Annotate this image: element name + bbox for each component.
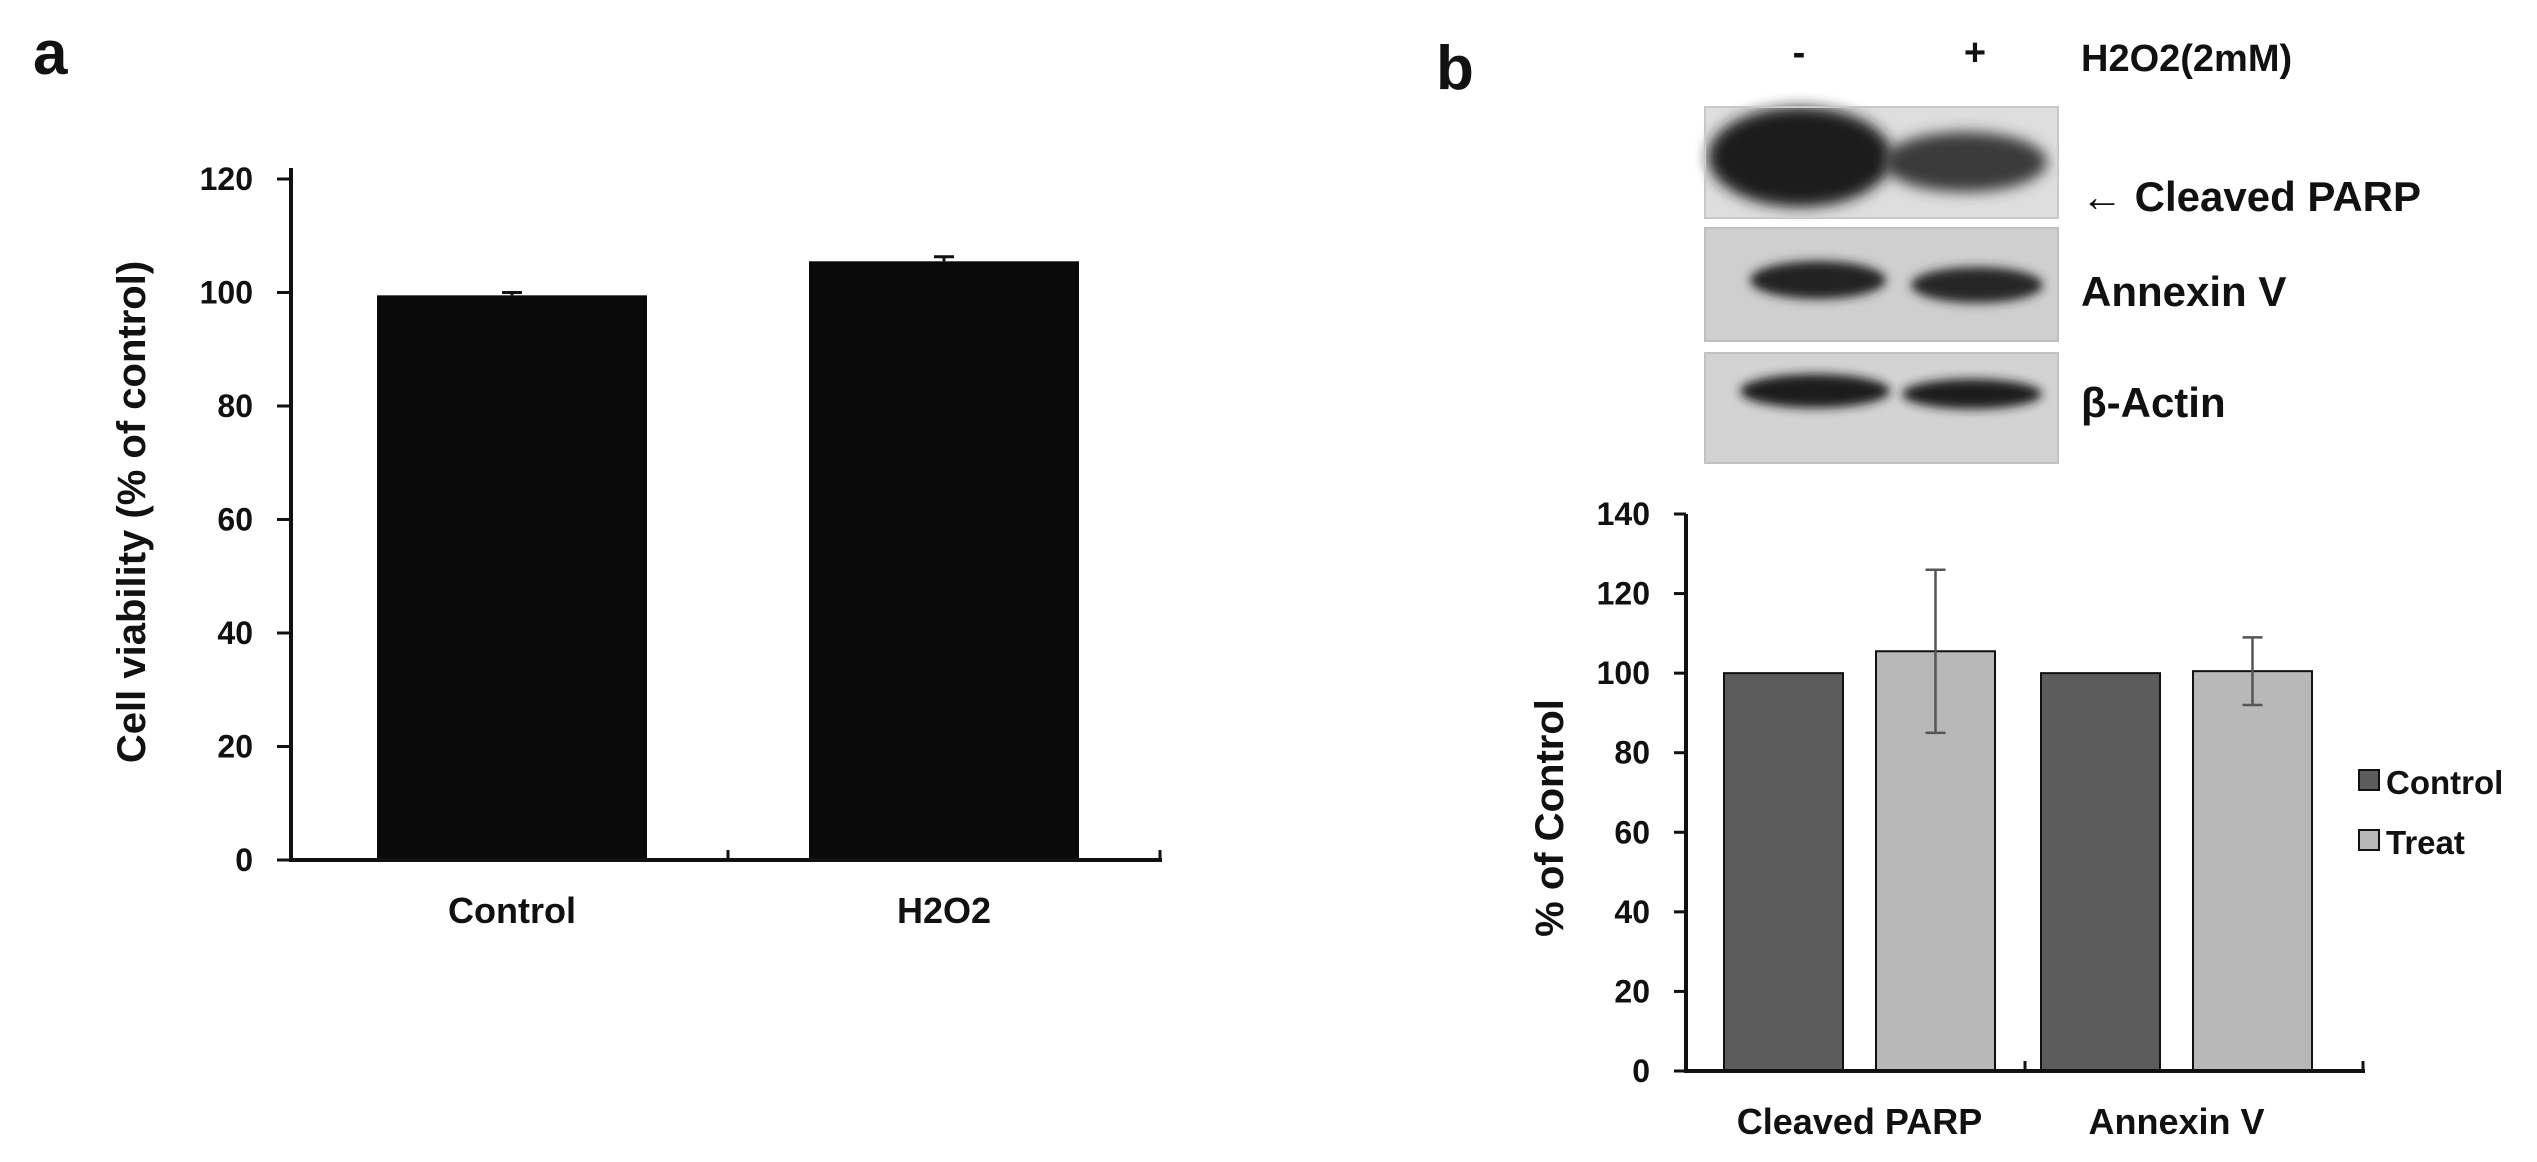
chart-b-bar: [1875, 650, 1996, 1073]
chart-b-category-label: Cleaved PARP: [1737, 1101, 1982, 1142]
chart-a-y-tick-label: 80: [217, 388, 253, 424]
blot-label-annexin-v: Annexin V: [2081, 268, 2286, 315]
western-blot: - + H2O2(2mM) ← Cleaved PARP Annexin V β…: [1704, 32, 2421, 464]
chart-a-bar: [377, 295, 647, 860]
chart-a-y-tick-label: 20: [217, 729, 253, 765]
chart-b-y-tick-label: 80: [1614, 735, 1650, 771]
chart-b-bar: [2040, 672, 2161, 1073]
panel-b-letter: b: [1436, 34, 1474, 103]
chart-b-ylabel: % of Control: [1528, 699, 1572, 937]
chart-b-y-tick-label: 100: [1597, 655, 1650, 691]
chart-a-x-labels: Control H2O2: [448, 890, 991, 931]
chart-b-x-labels: Cleaved PARP Annexin V: [1737, 1101, 2265, 1142]
chart-a-category-label: H2O2: [897, 890, 991, 931]
chart-b-legend: Control Treat: [2358, 764, 2503, 861]
chart-b-y-tick-label: 40: [1614, 894, 1650, 930]
blot-row-annexin-v: [1704, 227, 2059, 342]
chart-b-category-label: Annexin V: [2088, 1101, 2264, 1142]
legend-swatch-treat: [2358, 829, 2380, 851]
chart-a-y-tick-label: 40: [217, 615, 253, 651]
chart-a-bar: [809, 261, 1079, 861]
chart-b-y-tick-label: 140: [1597, 496, 1650, 532]
quantification-chart: % of Control 0 20 40 60 80 100 120 140 Cleaved …: [1528, 496, 2503, 1142]
chart-b-y-tick-label: 20: [1614, 973, 1650, 1009]
legend-label-control: Control: [2386, 764, 2503, 801]
blot-row-cleaved-parp: [1704, 106, 2059, 219]
chart-a-y-tick-label: 100: [200, 275, 253, 311]
chart-b-y-ticks: 0 20 40 60 80 100 120 140: [1597, 496, 1686, 1089]
legend-swatch-control: [2358, 769, 2380, 791]
chart-b-bar: [1723, 672, 1844, 1073]
chart-a-y-tick-label: 60: [217, 502, 253, 538]
chart-b-y-tick-label: 120: [1597, 576, 1650, 612]
chart-a-ylabel: Cell viability (% of control): [110, 261, 154, 763]
chart-a-category-label: Control: [448, 890, 576, 931]
panel-a-letter: a: [33, 19, 68, 88]
chart-b-bars: [1723, 568, 2365, 1073]
chart-a-y-ticks: 0 20 40 60 80 100 120: [200, 161, 291, 878]
blot-row-beta-actin: [1704, 352, 2059, 464]
treatment-label: H2O2(2mM): [2081, 38, 2292, 80]
chart-a-y-tick-label: 120: [200, 161, 253, 197]
chart-b-bar: [2192, 670, 2313, 1072]
lane-minus-label: -: [1793, 32, 1806, 74]
chart-a-bars: [377, 255, 1162, 861]
chart-b-y-tick-label: 60: [1614, 814, 1650, 850]
lane-plus-label: +: [1964, 32, 1986, 74]
legend-label-treat: Treat: [2386, 824, 2465, 861]
chart-a-y-tick-label: 0: [235, 842, 253, 878]
chart-b-y-tick-label: 0: [1632, 1053, 1650, 1089]
blot-label-beta-actin: β-Actin: [2081, 379, 2226, 426]
blot-label-cleaved-parp: ← Cleaved PARP: [2081, 173, 2421, 220]
cell-viability-chart: Cell viability (% of control) 0 20 40 60 80 1…: [110, 161, 1162, 931]
